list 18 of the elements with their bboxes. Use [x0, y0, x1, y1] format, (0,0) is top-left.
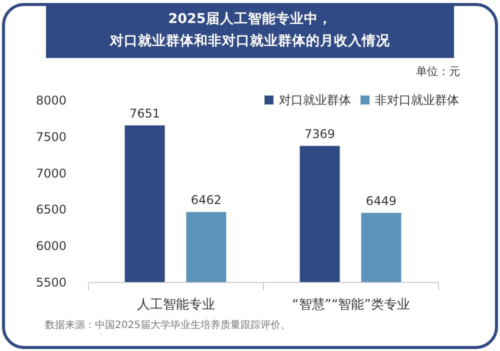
y-tick-label: 7500: [36, 130, 66, 144]
x-tick-label: “智慧”“智能”类专业: [292, 298, 410, 312]
y-tick-label: 7000: [36, 166, 66, 180]
data-label: 7651: [130, 106, 160, 120]
legend-label: 对口就业群体: [279, 93, 351, 107]
source-note: 数据来源：中国2025届大学毕业生培养质量跟踪评价。: [45, 318, 290, 332]
data-label: 7369: [304, 126, 336, 141]
text: 单位：元: [416, 64, 460, 79]
legend-label: 非对口就业群体: [375, 93, 459, 107]
x-tick-label: 人工智能专业: [137, 298, 215, 312]
data-label: 6462: [190, 192, 222, 207]
y-tick-label: 6000: [36, 239, 66, 254]
data-label: 6449: [366, 194, 396, 208]
y-tick-label: 6500: [36, 202, 66, 217]
chart-title: 2025届人工智能专业中，: [167, 10, 333, 29]
y-tick-label: 8000: [36, 94, 66, 108]
chart-subtitle: 对口就业群体和非对口就业群体的月收入情况: [108, 32, 391, 51]
y-tick-label: 5500: [36, 276, 66, 290]
